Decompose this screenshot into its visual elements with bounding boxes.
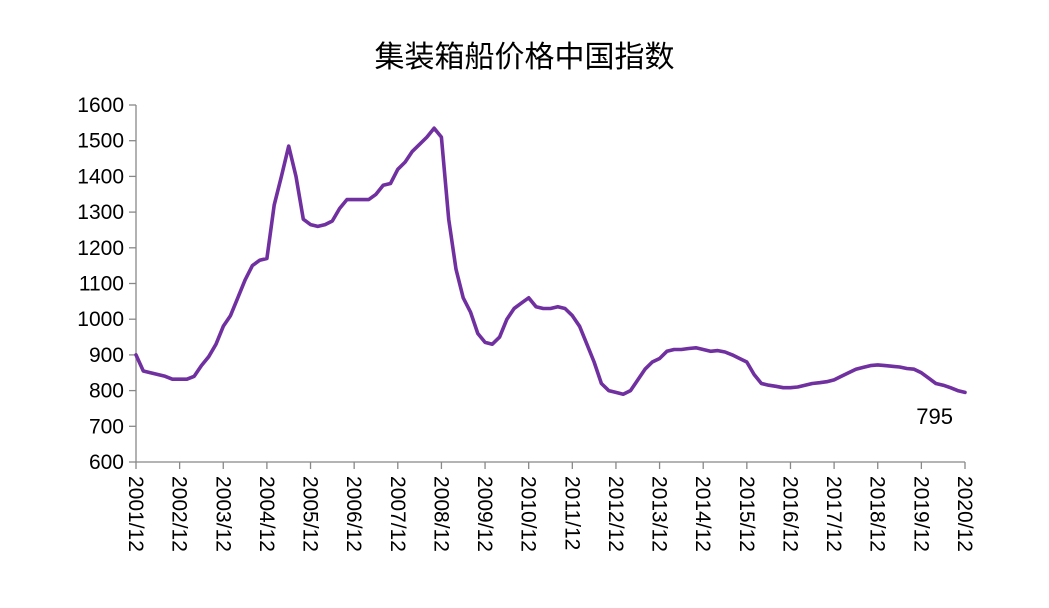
y-tick-label: 1600	[77, 94, 124, 117]
y-tick-label: 800	[89, 380, 124, 403]
y-tick-label: 1500	[77, 130, 124, 153]
x-tick-label: 2003/12	[211, 476, 234, 552]
y-tick-label: 1000	[77, 308, 124, 331]
x-tick-label: 2005/12	[299, 476, 322, 552]
x-tick-label: 2007/12	[386, 476, 409, 552]
y-tick-label: 600	[89, 451, 124, 474]
x-tick-label: 2020/12	[953, 476, 976, 552]
x-tick-label: 2013/12	[648, 476, 671, 552]
plot-area: 795	[134, 126, 967, 429]
x-tick-label: 2012/12	[604, 476, 627, 552]
x-tick-label: 2019/12	[909, 476, 932, 552]
y-tick-label: 1300	[77, 201, 124, 224]
axes: 600 700 800 900 1000 1100 1200 1300 1400 1500 1600…	[77, 94, 976, 552]
x-tick-label: 2002/12	[168, 476, 191, 552]
x-tick-label: 2017/12	[822, 476, 845, 552]
y-tick-label: 900	[89, 344, 124, 367]
x-tick-label: 2015/12	[735, 476, 758, 552]
y-tick-label: 1200	[77, 237, 124, 260]
x-tick-label: 2009/12	[473, 476, 496, 552]
x-tick-label: 2014/12	[691, 476, 714, 552]
series-line	[134, 126, 967, 397]
chart-title: 集装箱船价格中国指数	[374, 40, 675, 75]
x-tick-label: 2016/12	[778, 476, 801, 552]
x-tick-label: 2001/12	[124, 476, 147, 552]
x-tick-label: 2006/12	[342, 476, 365, 552]
x-tick-label: 2010/12	[517, 476, 540, 552]
end-value-label: 795	[916, 404, 953, 429]
x-tick-label: 2008/12	[429, 476, 452, 552]
x-tick-label: 2011/12	[560, 476, 583, 550]
y-tick-label: 1400	[77, 165, 124, 188]
x-tick-label: 2018/12	[866, 476, 889, 552]
x-tick-label: 2004/12	[255, 476, 278, 552]
y-tick-label: 1100	[79, 273, 124, 296]
y-tick-label: 700	[89, 415, 124, 438]
